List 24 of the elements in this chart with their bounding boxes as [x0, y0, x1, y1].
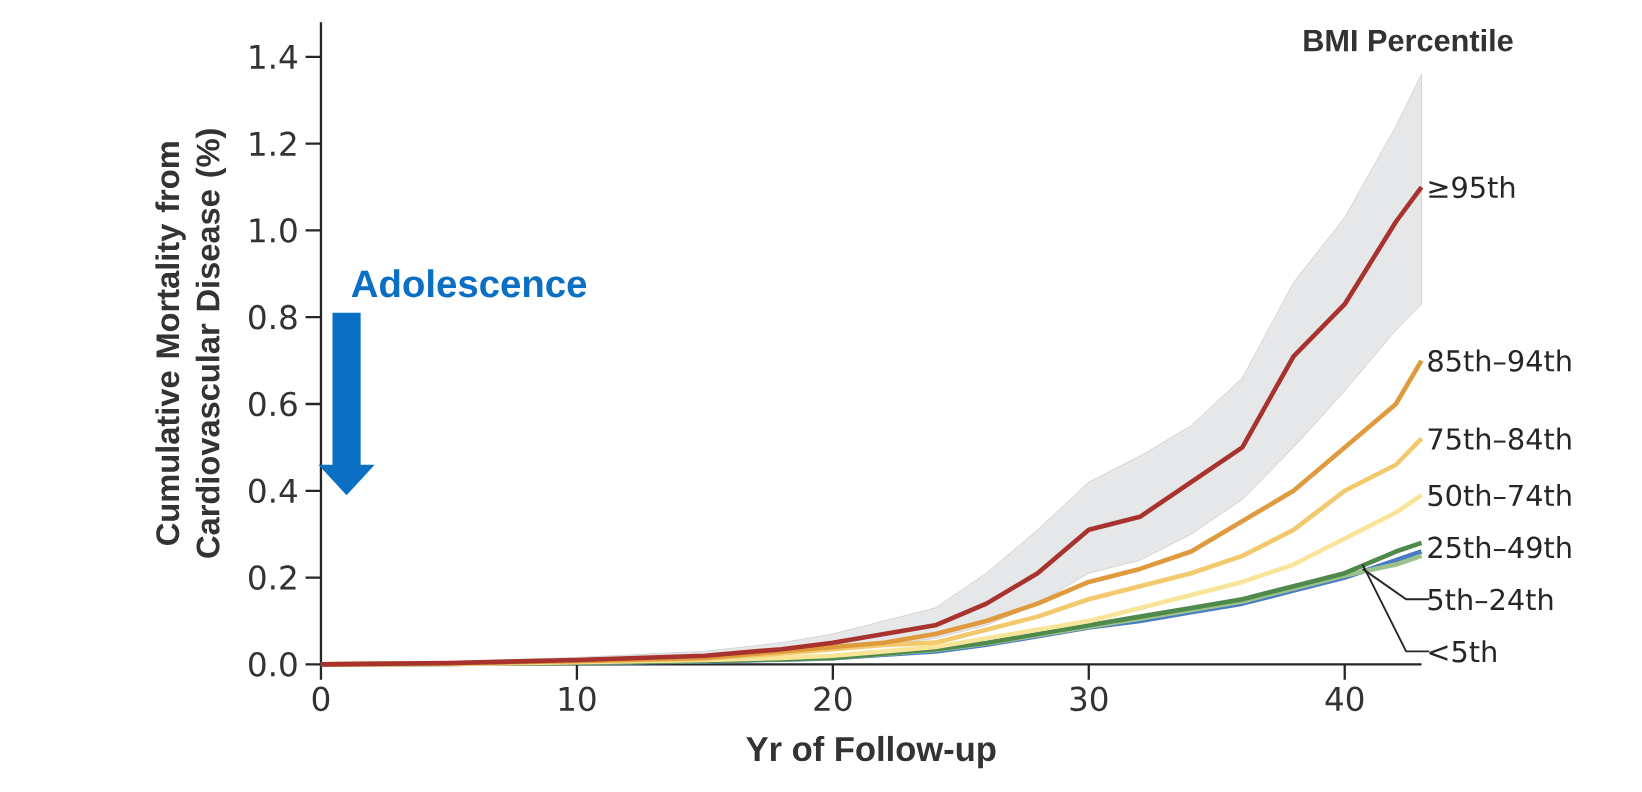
series-label: 5th–24th — [1428, 587, 1553, 611]
x-tick-label: 20 — [814, 686, 852, 712]
series-label: 25th–49th — [1428, 535, 1571, 559]
x-tick-label: 30 — [1070, 686, 1108, 712]
y-tick-label: 1.4 — [250, 44, 297, 69]
y-tick-label: 0.6 — [249, 391, 297, 417]
x-tick-label: 40 — [1325, 686, 1364, 712]
y-axis-title: Cumulative Mortality from Cardiovascular Disease (%) — [155, 129, 227, 558]
y-tick-label: 1.2 — [250, 131, 296, 156]
y-tick-label: 0.4 — [249, 478, 297, 503]
x-tick-label: 0 — [312, 686, 330, 712]
x-axis-title: Yr of Follow-up — [746, 735, 996, 768]
series-label: 75th–84th — [1428, 427, 1571, 450]
y-tick-label: 0.2 — [249, 565, 296, 590]
y-tick-label: 1.0 — [250, 217, 297, 243]
x-tick-label: 10 — [559, 686, 596, 712]
text: <5th — [1429, 640, 1496, 663]
series-label: 85th–94th — [1428, 349, 1571, 372]
y-tick-label: 0.0 — [249, 651, 297, 677]
series-label: ≥95th — [1429, 175, 1515, 198]
series-label: 50th–74th — [1428, 483, 1571, 507]
annotation: Adolescence — [351, 269, 587, 298]
legend-title: BMI Percentile — [1304, 28, 1513, 52]
y-tick-label: 0.8 — [249, 304, 297, 330]
